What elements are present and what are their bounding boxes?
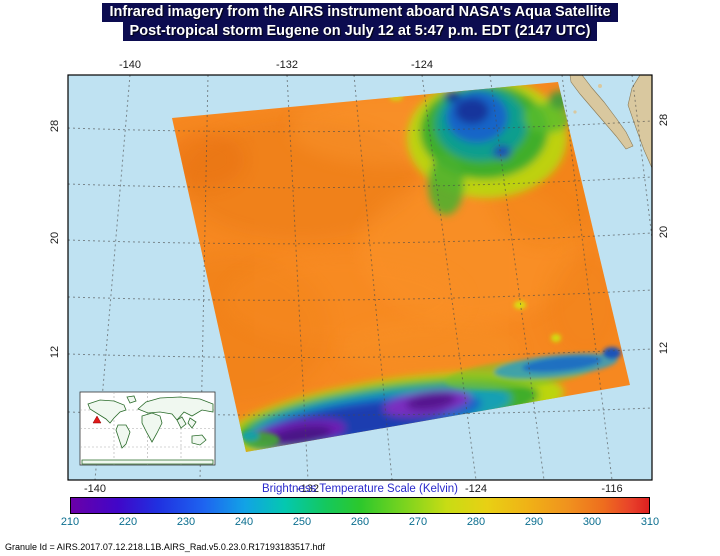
mainland-coast [627,75,652,169]
colorbar-tick: 280 [466,516,486,528]
lon-label-bottom-140: -140 [83,483,107,495]
lon-label-top-140: -140 [118,59,142,71]
colorbar-tick: 240 [234,516,254,528]
colorbar-tick: 270 [408,516,428,528]
colorbar-tick: 300 [582,516,602,528]
title-line-1: Infrared imagery from the AIRS instrumen… [102,3,618,23]
world-inset-map [79,391,216,466]
lon-label-top-124: -124 [410,59,434,71]
lat-label-right-12: 12 [658,341,670,355]
storm-location-marker [92,415,102,424]
map-frame [67,74,653,481]
island-dot [598,84,602,88]
colorbar-tick: 220 [118,516,138,528]
granule-id: Granule Id = AIRS.2017.07.12.218.L1B.AIR… [5,542,325,552]
lat-label-left-20: 20 [49,231,61,245]
island-dot [573,110,577,114]
colorbar-gradient [70,497,650,514]
colorbar-tick: 290 [524,516,544,528]
lat-label-left-28: 28 [49,119,61,133]
lat-label-left-12: 12 [49,345,61,359]
land-mass [569,75,652,169]
title-line-2: Post-tropical storm Eugene on July 12 at… [122,22,598,42]
lat-label-right-28: 28 [658,113,670,127]
colorbar-tick: 260 [350,516,370,528]
colorbar-tick: 210 [60,516,80,528]
colorbar-tick: 230 [176,516,196,528]
inset-continents [81,395,214,465]
lon-label-bottom-116: -116 [601,483,623,495]
colorbar-tick: 310 [640,516,660,528]
lon-label-bottom-132: -132 [296,483,320,495]
colorbar-tick-labels: 210 220 230 240 250 260 270 280 290 300 … [41,516,679,528]
cold-band-tail [241,301,621,448]
cold-cloud-northeast [407,82,572,215]
lon-label-bottom-124: -124 [464,483,488,495]
lon-label-top-132: -132 [275,59,299,71]
title-banner: Infrared imagery from the AIRS instrumen… [0,3,720,42]
cold-cloud-band-south [226,371,564,452]
lat-label-right-20: 20 [658,225,670,239]
baja-peninsula [569,75,634,150]
colorbar-title: Brightness Temperature Scale (Kelvin) [261,483,459,495]
colorbar-tick: 250 [292,516,312,528]
